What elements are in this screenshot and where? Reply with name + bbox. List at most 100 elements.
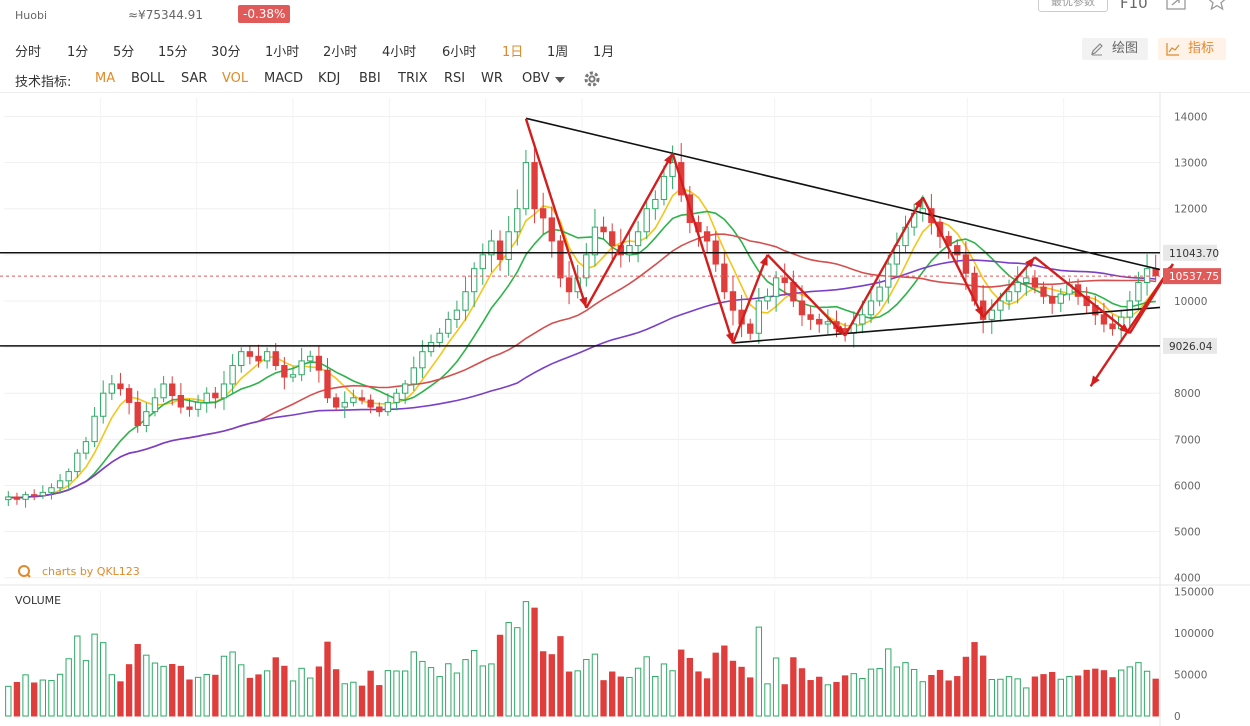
candle-body[interactable] <box>652 198 659 210</box>
candle-body[interactable] <box>436 332 443 343</box>
volume-bar[interactable] <box>384 670 392 717</box>
volume-bar[interactable] <box>315 666 323 717</box>
volume-bar[interactable] <box>5 685 12 717</box>
price-chart[interactable]: 1400013000120001100010000900080007000600… <box>0 92 1250 726</box>
volume-bar[interactable] <box>816 676 823 717</box>
candle-body[interactable] <box>125 388 133 403</box>
volume-bar[interactable] <box>82 660 90 717</box>
indicator-trix[interactable]: TRIX <box>398 71 428 86</box>
candle-body[interactable] <box>1031 277 1039 288</box>
candle-body[interactable] <box>1135 281 1142 302</box>
volume-bar[interactable] <box>427 667 435 717</box>
volume-bar[interactable] <box>695 671 702 717</box>
candle-body[interactable] <box>591 226 599 256</box>
indicator-macd[interactable]: MACD <box>264 71 303 86</box>
volume-bar[interactable] <box>574 670 581 717</box>
candle-body[interactable] <box>565 277 573 293</box>
tab-timeframe-15m[interactable]: 15分 <box>158 45 188 60</box>
volume-bar[interactable] <box>798 668 806 717</box>
volume-bar[interactable] <box>928 674 935 717</box>
candle-body[interactable] <box>496 240 504 260</box>
volume-bar[interactable] <box>833 681 840 717</box>
candle-body[interactable] <box>522 162 530 210</box>
volume-bar[interactable] <box>401 670 409 717</box>
volume-bar[interactable] <box>1143 670 1151 717</box>
indicator-ma[interactable]: MA <box>95 71 116 86</box>
candle-body[interactable] <box>82 441 90 454</box>
candle-body[interactable] <box>13 496 21 500</box>
optimal-params-button[interactable]: 最优参数 <box>1038 0 1108 12</box>
tab-timeframe-1m[interactable]: 1分 <box>67 45 89 60</box>
volume-bar[interactable] <box>617 676 624 717</box>
volume-bar[interactable] <box>660 663 668 717</box>
candle-body[interactable] <box>272 351 279 367</box>
candle-body[interactable] <box>643 208 650 233</box>
candle-body[interactable] <box>212 392 219 399</box>
indicator-rsi[interactable]: RSI <box>444 71 466 86</box>
volume-bar[interactable] <box>557 636 564 717</box>
candle-body[interactable] <box>462 291 469 311</box>
volume-bar[interactable] <box>850 673 857 717</box>
volume-bar[interactable] <box>376 685 383 717</box>
candle-body[interactable] <box>410 367 417 385</box>
candle-body[interactable] <box>540 208 547 219</box>
volume-bar[interactable] <box>22 674 29 717</box>
candle-body[interactable] <box>307 355 314 362</box>
volume-bar[interactable] <box>263 670 271 717</box>
candle-body[interactable] <box>1109 323 1116 330</box>
candle-body[interactable] <box>134 401 141 426</box>
volume-bar[interactable] <box>747 677 754 717</box>
candle-body[interactable] <box>1014 281 1021 293</box>
volume-bar[interactable] <box>522 601 530 717</box>
candle-body[interactable] <box>747 323 754 334</box>
volume-bar[interactable] <box>169 663 176 717</box>
volume-bar[interactable] <box>56 673 64 717</box>
volume-bar[interactable] <box>470 649 478 717</box>
candle-body[interactable] <box>772 277 780 297</box>
volume-bar[interactable] <box>954 676 961 717</box>
candle-body[interactable] <box>488 240 495 256</box>
star-icon[interactable] <box>1206 0 1228 12</box>
candle-body[interactable] <box>626 245 633 256</box>
candle-body[interactable] <box>341 401 348 408</box>
volume-bar[interactable] <box>108 674 116 717</box>
volume-bar[interactable] <box>496 634 504 717</box>
volume-bar[interactable] <box>410 651 417 717</box>
indicator-vol[interactable]: VOL <box>222 71 249 86</box>
candle-body[interactable] <box>427 341 435 353</box>
candle-body[interactable] <box>108 383 116 394</box>
candle-body[interactable] <box>194 401 202 410</box>
volume-bar[interactable] <box>807 680 814 717</box>
volume-bar[interactable] <box>1057 678 1064 717</box>
volume-bar[interactable] <box>393 670 400 717</box>
candle-body[interactable] <box>824 321 832 325</box>
indicator-boll[interactable]: BOLL <box>131 71 165 86</box>
gear-icon[interactable] <box>583 70 601 88</box>
candle-body[interactable] <box>238 351 245 367</box>
volume-bar[interactable] <box>505 622 512 717</box>
candle-body[interactable] <box>315 355 323 371</box>
candle-body[interactable] <box>324 369 331 399</box>
volume-bar[interactable] <box>341 683 348 717</box>
volume-bar[interactable] <box>841 675 849 717</box>
candle-body[interactable] <box>384 401 392 413</box>
volume-bar[interactable] <box>678 649 685 717</box>
volume-bar[interactable] <box>712 652 719 717</box>
volume-bar[interactable] <box>212 674 219 717</box>
volume-bar[interactable] <box>824 684 832 717</box>
candle-body[interactable] <box>997 300 1004 311</box>
volume-bar[interactable] <box>772 657 780 717</box>
tab-timeframe-4h[interactable]: 4小时 <box>382 45 417 60</box>
candle-body[interactable] <box>367 399 374 408</box>
volume-bar[interactable] <box>1040 674 1047 717</box>
volume-bar[interactable] <box>945 680 952 717</box>
volume-bar[interactable] <box>367 670 374 717</box>
candle-body[interactable] <box>177 395 185 408</box>
candle-body[interactable] <box>117 383 124 390</box>
candle-body[interactable] <box>954 245 961 256</box>
candle-body[interactable] <box>885 263 892 288</box>
volume-bar[interactable] <box>272 657 279 717</box>
draw-button[interactable]: 绘图 <box>1082 38 1148 60</box>
volume-bar[interactable] <box>609 671 616 717</box>
candle-body[interactable] <box>169 383 176 397</box>
